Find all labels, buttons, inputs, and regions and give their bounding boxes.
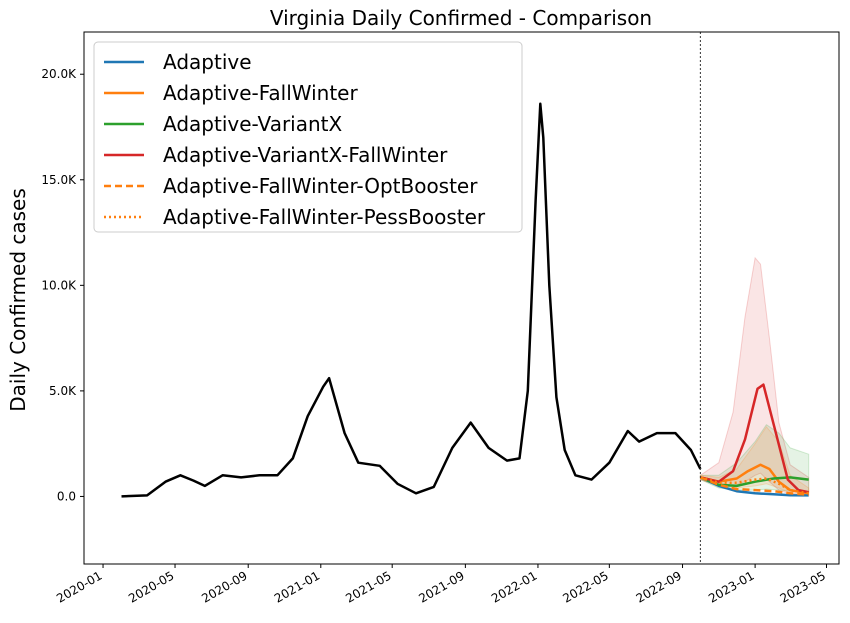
- y-tick-label: 5.0K: [49, 384, 77, 398]
- series-line-adaptive-fallwinter: [700, 463, 809, 495]
- y-tick-label: 15.0K: [41, 173, 77, 187]
- chart-title: Virginia Daily Confirmed - Comparison: [270, 6, 652, 30]
- x-tick-label: 2021-01: [272, 568, 322, 605]
- x-tick-label: 2022-01: [489, 568, 539, 605]
- y-tick-label: 10.0K: [41, 278, 77, 292]
- legend-label: Adaptive-VariantX: [163, 112, 342, 136]
- legend-label: Adaptive-FallWinter: [163, 81, 358, 105]
- x-axis: 2020-01 2020-05 2020-09 2021-01 2021-05 2021-…: [54, 564, 828, 606]
- x-tick-label: 2020-05: [126, 568, 176, 605]
- series-line-adaptive-variantx: [699, 476, 809, 488]
- x-tick-label: 2022-05: [560, 568, 610, 605]
- legend-label: Adaptive: [163, 50, 252, 74]
- series-line-adaptive-fallwinter-optbooster: [699, 476, 809, 497]
- x-tick-label: 2020-09: [199, 568, 249, 605]
- series-line-adaptive-fallwinter-pessbooster: [700, 476, 809, 495]
- x-tick-label: 2023-01: [706, 568, 756, 605]
- x-tick-label: 2021-09: [416, 568, 466, 605]
- legend: Adaptive Adaptive-FallWinter Adaptive-Vari…: [93, 41, 523, 233]
- series-line-adaptive-variantx-fallwinter: [700, 383, 809, 494]
- legend-label: Adaptive-VariantX-FallWinter: [163, 143, 448, 167]
- legend-box: [93, 41, 523, 233]
- y-tick-label: 20.0K: [41, 67, 77, 81]
- x-tick-label: 2023-05: [778, 568, 828, 605]
- observed-smoothed-line: [121, 102, 702, 498]
- plot-area: [121, 32, 810, 564]
- legend-label: Adaptive-FallWinter-OptBooster: [163, 174, 478, 198]
- x-tick-label: 2020-01: [54, 568, 104, 605]
- legend-label: Adaptive-FallWinter-PessBooster: [163, 205, 486, 229]
- y-tick-label: 0.0: [57, 489, 76, 503]
- y-axis: 0.0 5.0K 10.0K 15.0K 20.0K: [41, 67, 84, 503]
- x-tick-label: 2022-09: [634, 568, 684, 605]
- y-axis-label: Daily Confirmed cases: [6, 188, 30, 412]
- plot-frame: [83, 31, 840, 565]
- plot-content: [121, 32, 810, 564]
- x-tick-label: 2021-05: [343, 568, 393, 605]
